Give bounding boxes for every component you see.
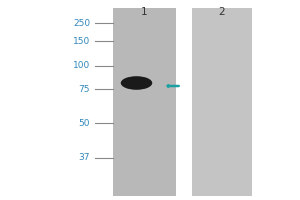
Bar [112, 8, 176, 196]
Text: 100: 100 [73, 62, 90, 71]
Text: 1: 1 [141, 7, 147, 17]
Ellipse shape [121, 76, 152, 90]
Text: 250: 250 [73, 19, 90, 27]
Text: 2: 2 [219, 7, 225, 17]
Bar [192, 8, 252, 196]
Text: 37: 37 [79, 154, 90, 162]
Text: 75: 75 [79, 85, 90, 94]
Text: 50: 50 [79, 118, 90, 128]
Text: 150: 150 [73, 36, 90, 46]
